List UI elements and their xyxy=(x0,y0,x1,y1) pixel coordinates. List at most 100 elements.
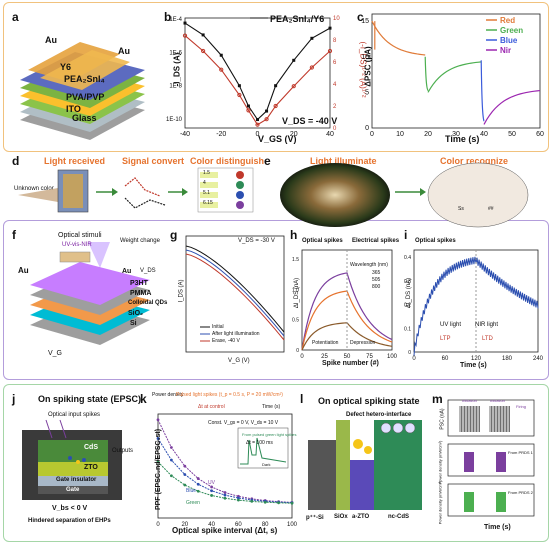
h-wl-505: 505 xyxy=(372,277,381,283)
d-val-3: 5.1 xyxy=(203,190,210,196)
panel-label-j: j xyxy=(12,392,16,406)
e-title-recognize: Color recognize xyxy=(440,156,509,166)
h-xlabel: Spike number (#) xyxy=(322,360,379,367)
a-layer-au-1: Au xyxy=(45,35,57,45)
f-band: UV-vis-NIR xyxy=(62,242,92,248)
g-legend-erase: Erase, -40 V xyxy=(212,338,240,344)
m-series-1: From PRDS 1 xyxy=(508,450,533,455)
panel-label-m: m xyxy=(432,392,443,406)
j-hindered: Hindered separation of EHPs xyxy=(28,518,111,524)
d-val-4: 6.15 xyxy=(203,200,213,206)
e-title-illuminate: Light illuminate xyxy=(310,156,377,166)
j-layer-gi: Gate insulator xyxy=(56,477,97,483)
f-layer-au: Au xyxy=(122,268,132,275)
e-label-ss: Ss xyxy=(458,206,464,212)
g-ylabel: I_DS (A) xyxy=(178,279,185,303)
b-annotation: V_DS = -40 V xyxy=(282,116,338,126)
h-optical: Optical spikes xyxy=(302,238,343,244)
m-init-1: Initiation xyxy=(462,398,477,403)
d-val-1: 1.5 xyxy=(203,170,210,176)
m-ylabel-p1: Power density (mW/cm²) xyxy=(437,440,443,485)
h-wl-365: 365 xyxy=(372,270,381,276)
c-legend-blue: Blue xyxy=(500,36,518,45)
panel-label-c: c xyxy=(357,10,364,24)
j-layer-cds: CdS xyxy=(84,444,98,451)
f-stimuli: Optical stimuli xyxy=(58,232,102,239)
i-ltd: LTD xyxy=(482,336,493,342)
k-xlabel: Optical spike interval (Δt, s) xyxy=(172,526,278,535)
panel-label-k: k xyxy=(140,392,147,406)
k-dt-control: Δt at control xyxy=(198,404,225,410)
j-input: Optical input spikes xyxy=(48,412,101,418)
j-title: On spiking state (EPSC) xyxy=(38,394,142,404)
d-unknown: Unknown color xyxy=(14,186,54,192)
i-nir: NIR light xyxy=(475,322,499,328)
k-inset-dark: Dark xyxy=(262,462,271,467)
panel-label-i: i xyxy=(404,228,408,242)
i-ltp: LTP xyxy=(440,336,451,342)
panel-label-h: h xyxy=(290,228,298,242)
i-optical: Optical spikes xyxy=(415,238,456,244)
g-legend-after: After light illumination xyxy=(212,331,260,337)
panel-label-d: d xyxy=(12,154,20,168)
panel-label-b: b xyxy=(164,10,172,24)
panel-label-a: a xyxy=(12,10,19,24)
h-wl-800: 800 xyxy=(372,284,381,290)
panel-label-e: e xyxy=(264,154,271,168)
h-wavelength: Wavelength (nm) xyxy=(350,262,388,268)
c-legend-red: Red xyxy=(500,16,516,25)
h-electrical: Electrical spikes xyxy=(352,238,400,244)
h-depression: Depression xyxy=(350,340,376,346)
a-layer-y6: Y6 xyxy=(60,62,72,72)
c-legend-green: Green xyxy=(500,26,524,35)
panel-label-l: l xyxy=(300,392,304,406)
l-title: On optical spiking state xyxy=(318,396,420,406)
i-xlabel: Time (s) xyxy=(460,362,487,369)
k-ylabel: PPF (EPSC₂nd/EPSC₁st) xyxy=(155,428,163,511)
h-potentiation: Potentiation xyxy=(312,340,339,346)
i-uv: UV light xyxy=(440,322,462,328)
k-time: Time (s) xyxy=(262,404,281,410)
row1-box xyxy=(3,2,549,152)
j-output: Outputs xyxy=(112,448,134,454)
f-vds: V_DS xyxy=(140,268,156,274)
g-annotation: V_DS = -30 V xyxy=(238,238,275,244)
m-ylabel-p2: Power density (mW/cm²) xyxy=(437,480,443,525)
c-legend-nir: Nir xyxy=(500,46,512,55)
panel-label-f: f xyxy=(12,228,16,242)
k-power-density: Power density xyxy=(152,392,184,398)
f-layer-p3ht: P3HT xyxy=(130,280,148,287)
m-series-2: From PRDS 2 xyxy=(508,490,533,495)
c-ylabel: ΔPSC (μA) xyxy=(363,46,373,87)
f-layer-si: Si xyxy=(130,320,137,327)
m-xlabel: Time (s) xyxy=(484,524,511,531)
k-series-green: Green xyxy=(186,500,200,506)
a-layer-ito: ITO xyxy=(66,104,81,114)
a-layer-au-2: Au xyxy=(118,46,130,56)
j-bias: V_bs < 0 V xyxy=(52,505,88,512)
k-inset-from: From pulsed green light spikes xyxy=(242,432,297,437)
m-ylabel-psc: PSC (nA) xyxy=(439,408,446,430)
c-xlabel: Time (s) xyxy=(445,134,480,144)
k-cond: Const. V_gs = 0 V, V_ds = 10 V xyxy=(208,420,279,426)
g-xlabel: V_G (V) xyxy=(228,358,250,364)
m-firing: Firing xyxy=(516,404,527,409)
panel-label-g: g xyxy=(170,228,178,242)
b-legend: PEA₂SnI₄/Y6 xyxy=(270,14,325,24)
f-vg: V_G xyxy=(48,350,63,357)
f-weight: Weight change xyxy=(120,238,160,244)
l-layer-cds: nc-CdS xyxy=(388,514,409,520)
e-label-hash: ## xyxy=(488,206,494,212)
a-layer-glass: Glass xyxy=(72,113,97,123)
k-inset-dt: Δt = 100 ms xyxy=(246,440,273,446)
l-defect: Defect hetero-interface xyxy=(346,412,412,418)
m-init-2: Initiation xyxy=(490,398,505,403)
b-ylabel-left: -I_DS (A) xyxy=(172,52,182,87)
f-left-au: Au xyxy=(18,266,29,275)
k-series-uv: UV xyxy=(208,480,215,486)
row3-box xyxy=(3,220,549,380)
d-title-distinguish: Color distinguish xyxy=(190,156,264,166)
i-ylabel: ΔI_DS (nA) xyxy=(406,277,413,309)
d-title-convert: Signal convert xyxy=(122,156,185,166)
l-layer-si: p⁺⁺-Si xyxy=(306,515,324,521)
